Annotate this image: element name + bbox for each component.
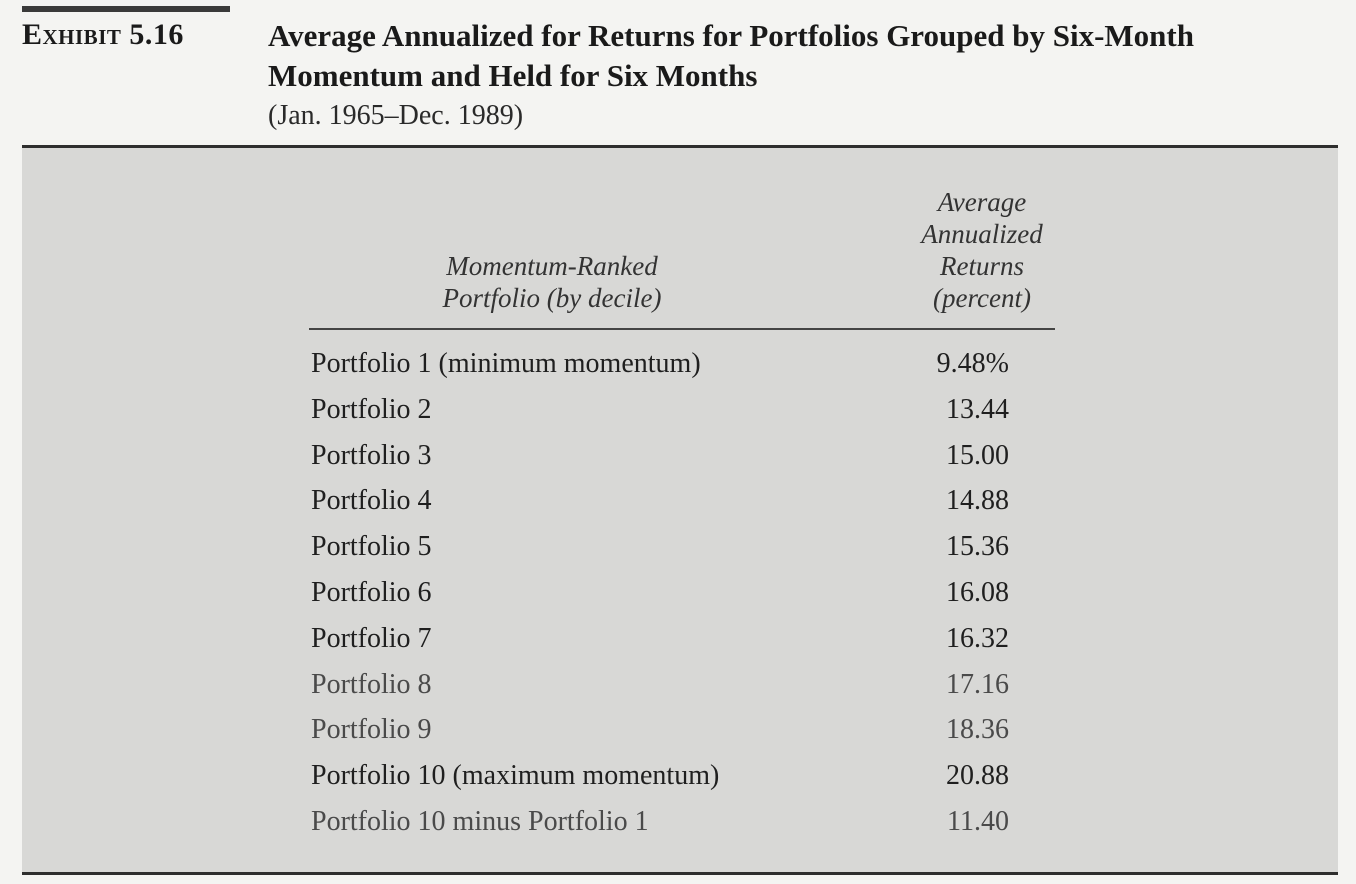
row-label: Portfolio 4 — [311, 485, 432, 517]
returns-header-line-1: Average — [937, 187, 1027, 217]
exhibit-title: Average Annualized for Returns for Portf… — [268, 18, 1194, 93]
returns-header-line-2: Annualized — [921, 219, 1043, 249]
row-value: 17.16 — [946, 668, 1009, 700]
table-row: Portfolio 3 15.00 — [309, 434, 1069, 480]
table-row: Portfolio 7 16.32 — [309, 617, 1069, 663]
returns-table: Momentum-Ranked Portfolio (by decile) Av… — [22, 145, 1338, 875]
returns-column-header: Average Annualized Returns (percent) — [882, 186, 1082, 314]
header-rule — [309, 328, 1055, 330]
table-row: Portfolio 10 (maximum momentum) 20.88 — [309, 754, 1069, 800]
row-value: 16.32 — [946, 622, 1009, 654]
table-row: Portfolio 4 14.88 — [309, 479, 1069, 525]
row-label: Portfolio 10 minus Portfolio 1 — [311, 805, 649, 837]
table-row: Portfolio 10 minus Portfolio 1 11.40 — [309, 800, 1069, 846]
row-label: Portfolio 6 — [311, 576, 432, 608]
table-body: Portfolio 1 (minimum momentum) 9.48% Por… — [309, 342, 1069, 846]
table-row: Portfolio 9 18.36 — [309, 708, 1069, 754]
table-row: Portfolio 1 (minimum momentum) 9.48% — [309, 342, 1069, 388]
title-block: Average Annualized for Returns for Portf… — [268, 16, 1328, 134]
portfolio-column-header: Momentum-Ranked Portfolio (by decile) — [392, 250, 712, 314]
row-label: Portfolio 7 — [311, 622, 432, 654]
row-label: Portfolio 2 — [311, 393, 432, 425]
table-row: Portfolio 6 16.08 — [309, 571, 1069, 617]
row-value: 18.36 — [946, 714, 1009, 746]
table-row: Portfolio 5 15.36 — [309, 525, 1069, 571]
row-value: 13.44 — [946, 393, 1009, 425]
row-value: 15.00 — [946, 439, 1009, 471]
exhibit-label: Exhibit 5.16 — [22, 18, 184, 51]
table-row: Portfolio 8 17.16 — [309, 663, 1069, 709]
row-label: Portfolio 5 — [311, 531, 432, 563]
row-label: Portfolio 10 (maximum momentum) — [311, 760, 720, 792]
row-label: Portfolio 8 — [311, 668, 432, 700]
portfolio-header-line-1: Momentum-Ranked — [446, 251, 658, 281]
row-label: Portfolio 3 — [311, 439, 432, 471]
exhibit-subtitle: (Jan. 1965–Dec. 1989) — [268, 100, 524, 131]
portfolio-header-line-2: Portfolio (by decile) — [442, 283, 662, 313]
returns-header-line-4: (percent) — [933, 283, 1031, 313]
returns-header-line-3: Returns — [940, 251, 1024, 281]
row-value: 9.48% — [936, 348, 1009, 379]
row-value: 14.88 — [946, 485, 1009, 517]
row-value: 20.88 — [946, 760, 1009, 792]
row-value: 11.40 — [947, 805, 1009, 837]
table-row: Portfolio 2 13.44 — [309, 388, 1069, 434]
row-label: Portfolio 9 — [311, 714, 432, 746]
row-value: 16.08 — [946, 576, 1009, 608]
row-value: 15.36 — [946, 531, 1009, 563]
top-rule — [22, 6, 230, 12]
row-label: Portfolio 1 (minimum momentum) — [311, 348, 701, 379]
